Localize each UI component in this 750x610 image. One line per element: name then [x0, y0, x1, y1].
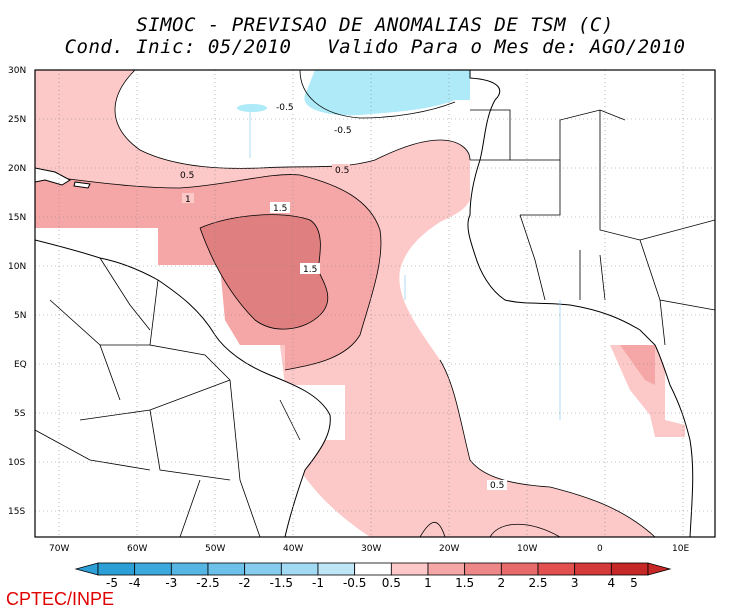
contour-neg-0.5	[299, 70, 456, 119]
colorbar-label: 2.5	[528, 576, 547, 590]
lon-label: 30W	[361, 544, 381, 554]
map-title: SIMOC - PREVISAO DE ANOMALIAS DE TSM (C)	[136, 14, 614, 36]
colorbar-swatch	[317, 562, 356, 576]
colorbar-label: -5	[106, 576, 118, 590]
colorbar-label: -1.5	[270, 576, 293, 590]
lon-label: 10E	[672, 544, 689, 554]
contour-label: 0.5	[335, 166, 349, 176]
colorbar-swatch	[280, 562, 319, 576]
credit-text: CPTEC/INPE	[6, 589, 115, 609]
colorbar-swatch	[207, 562, 246, 576]
lon-label: 50W	[205, 544, 225, 554]
colorbar-swatch	[97, 562, 136, 576]
anomaly-region-gulf	[610, 345, 685, 437]
lat-label: 5S	[14, 409, 26, 419]
contour-label: 1.5	[273, 204, 287, 214]
lon-label: 10W	[517, 544, 537, 554]
lon-label: 20W	[439, 544, 459, 554]
anomaly-region-gulf-inner	[620, 345, 655, 385]
country-borders	[35, 109, 715, 537]
contour-label: -0.5	[276, 103, 294, 113]
contour-0.5-north	[114, 70, 471, 169]
colorbar-swatch	[354, 562, 392, 576]
colorbar-swatch	[574, 562, 612, 576]
anomaly-region-1.5	[200, 214, 328, 330]
colorbar-swatch	[390, 562, 429, 576]
longitude-labels: 70W 60W 50W 40W 30W 20W 10W 0 10E	[49, 544, 689, 554]
colorbar-swatch	[500, 562, 539, 576]
latitude-labels: 30N 25N 20N 15N 10N 5N EQ 5S 10S 15S	[8, 66, 27, 517]
colorbar-label: -4	[129, 576, 141, 590]
contour-label: 1.5	[303, 265, 317, 275]
colorbar-label: -3	[165, 576, 177, 590]
caribbean-islands	[35, 167, 91, 189]
contour-labels: -0.5 -0.5 0.5 0.5 1 1.5 1.5 0.5	[176, 102, 507, 491]
colorbar-swatch	[427, 562, 466, 576]
lat-label: 15N	[8, 213, 26, 223]
grid-lines	[35, 70, 715, 537]
lat-label: EQ	[14, 360, 27, 370]
lat-label: 15S	[8, 507, 25, 517]
colorbar-arrow-right	[647, 562, 672, 576]
contour-label: -0.5	[334, 126, 352, 136]
lat-label: 10N	[8, 262, 26, 272]
map-frame	[34, 69, 716, 538]
colorbar-arrow-left	[74, 562, 99, 576]
colorbar-label: 3	[571, 576, 579, 590]
colorbar-label: 2	[498, 576, 506, 590]
map-subtitle: Cond. Inic: 05/2010 Valido Para o Mes de…	[64, 36, 686, 58]
colorbar: -5 -4 -3 -2.5 -2 -1.5 -1 -0.5 0.5 1 1.5 2 2.5 3 4 5	[74, 562, 672, 590]
lon-label: 70W	[49, 544, 69, 554]
colorbar-label: 1.5	[455, 576, 474, 590]
colorbar-swatch	[244, 562, 282, 576]
colorbar-label: 4	[608, 576, 616, 590]
contour-1.5	[199, 214, 329, 330]
anomaly-region-neg	[304, 70, 470, 116]
colorbar-swatch	[464, 562, 502, 576]
colorbar-label: -2.5	[196, 576, 219, 590]
contour-south-bump	[419, 521, 561, 537]
anomaly-patch-neg	[237, 104, 267, 112]
colorbar-label: 0.5	[382, 576, 401, 590]
contour-label: 0.5	[490, 481, 504, 491]
lat-label: 20N	[8, 164, 26, 174]
lon-label: 60W	[127, 544, 147, 554]
colorbar-swatch	[610, 562, 649, 576]
colorbar-label: -2	[239, 576, 251, 590]
colorbar-label: 1	[424, 576, 432, 590]
contour-label: 0.5	[180, 171, 194, 181]
lat-label: 30N	[8, 66, 26, 76]
colorbar-label: -0.5	[343, 576, 366, 590]
faint-contours	[249, 112, 561, 420]
lon-label: 0	[597, 544, 603, 554]
lat-label: 5N	[14, 311, 26, 321]
contour-1	[35, 174, 382, 371]
colorbar-label: 5	[630, 576, 638, 590]
contour-label: 1	[185, 195, 191, 205]
lon-label: 40W	[283, 544, 303, 554]
colorbar-swatch	[537, 562, 576, 576]
colorbar-swatch	[170, 562, 209, 576]
lat-label: 25N	[8, 115, 26, 125]
colorbar-swatch	[134, 562, 172, 576]
lat-label: 10S	[8, 458, 25, 468]
colorbar-label: -1	[312, 576, 324, 590]
africa-landmass	[467, 70, 715, 537]
